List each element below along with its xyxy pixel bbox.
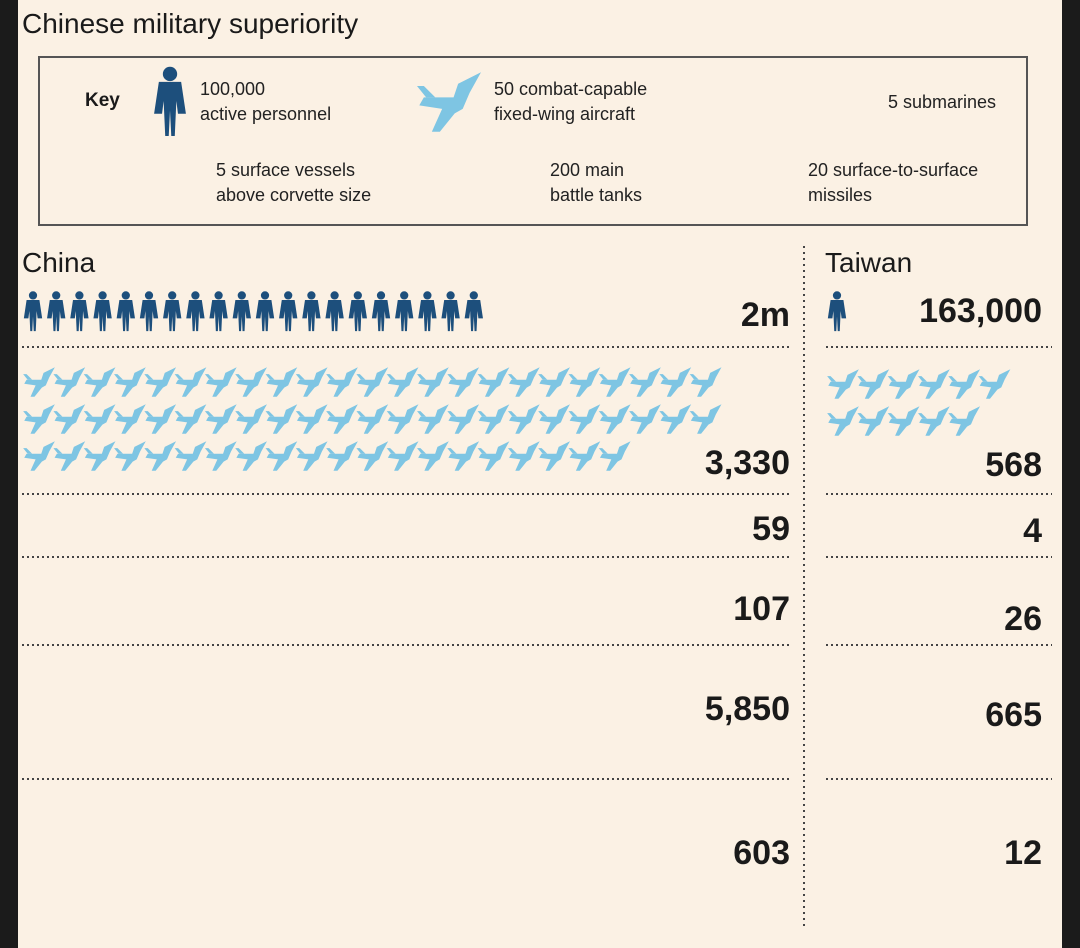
key-label-vessels: 5 surface vessels above corvette size — [216, 160, 372, 205]
key-label-submarines: 5 submarines — [888, 92, 997, 112]
key-box — [38, 56, 1028, 226]
china-vessels-value: 107 — [733, 590, 790, 628]
taiwan-aircraft-value: 568 — [985, 446, 1042, 484]
china-tanks-value: 5,850 — [704, 690, 790, 728]
taiwan-tanks-value: 665 — [985, 696, 1042, 734]
china-personnel-value: 2m — [740, 296, 790, 334]
chart-title: Chinese military superiority — [22, 8, 359, 39]
column-header-taiwan: Taiwan — [825, 247, 913, 278]
key-label-aircraft: 50 combat-capable fixed-wing aircraft — [494, 79, 648, 124]
taiwan-personnel-value: 163,000 — [919, 292, 1042, 330]
key-label-personnel: 100,000 active personnel — [200, 79, 332, 124]
china-submarines-value: 59 — [752, 510, 790, 548]
key-label-missiles: 20 surface-to-surface missiles — [808, 160, 979, 205]
china-aircraft-value: 3,330 — [704, 444, 790, 482]
china-missiles-value: 603 — [733, 834, 790, 872]
taiwan-submarines-value: 4 — [1023, 512, 1042, 550]
infographic-panel — [18, 0, 1062, 948]
taiwan-missiles-value: 12 — [1004, 834, 1042, 872]
key-label-tanks: 200 main battle tanks — [550, 160, 643, 205]
taiwan-vessels-value: 26 — [1004, 600, 1042, 638]
column-header-china: China — [22, 247, 96, 278]
key-heading: Key — [85, 90, 120, 111]
